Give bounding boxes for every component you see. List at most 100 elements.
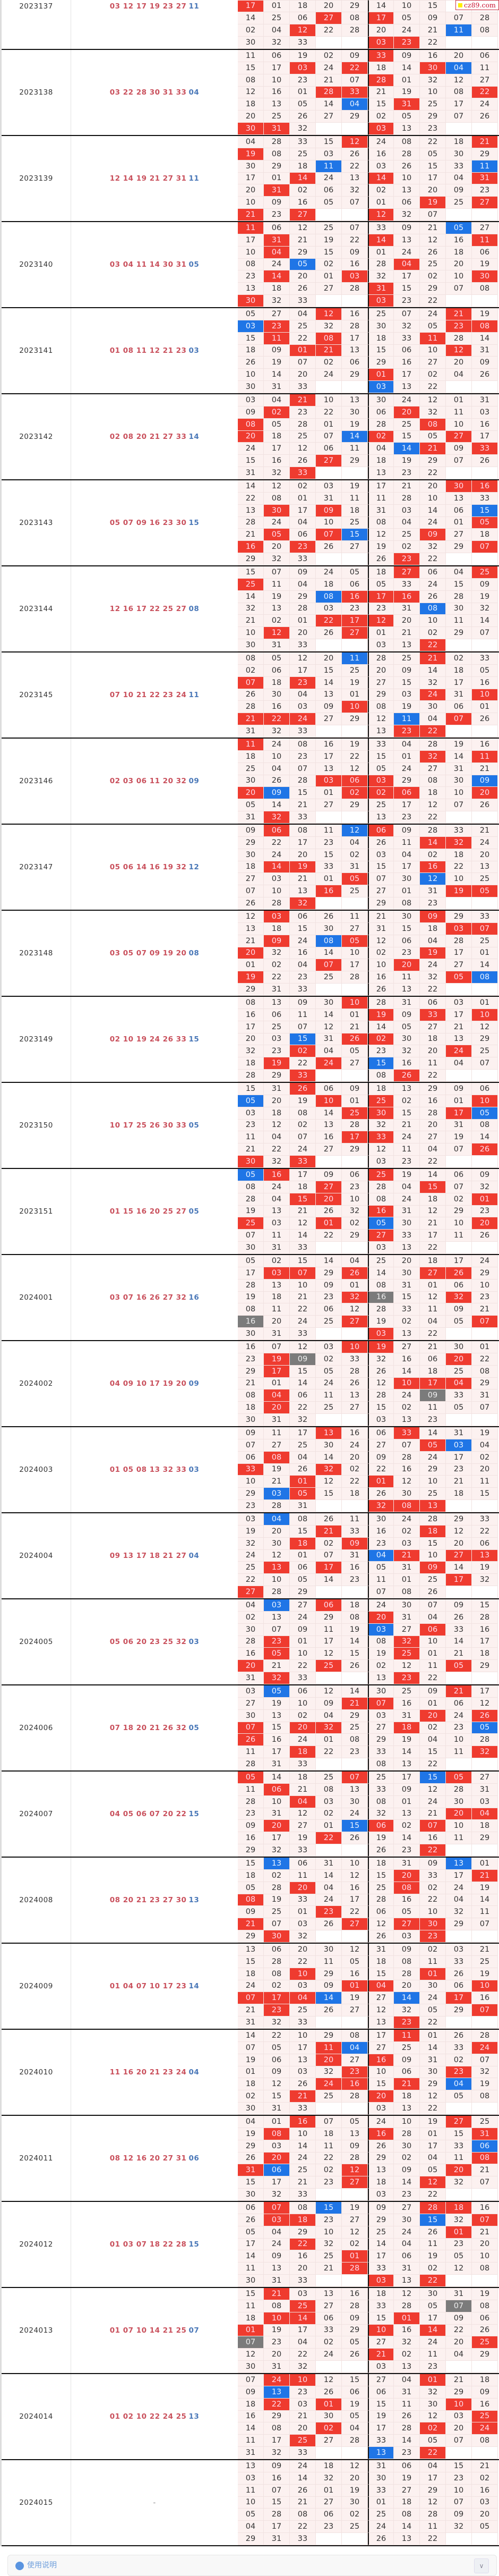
grid-cell: 07 bbox=[264, 2484, 290, 2497]
grid-cell: 06 bbox=[472, 1537, 498, 1550]
blue-ball: 05 bbox=[188, 1724, 200, 1732]
grid-cell: 19 bbox=[472, 1882, 498, 1894]
grid-cell: 32 bbox=[264, 295, 290, 307]
grid-cell: 04 bbox=[446, 566, 472, 579]
grid-cell: 24 bbox=[342, 1439, 368, 1452]
grid-cell-red-hit: 19 bbox=[290, 861, 316, 874]
red-balls: 02 03 06 11 20 32 bbox=[109, 777, 187, 785]
grid-cell: 08 bbox=[472, 1119, 498, 1132]
grid-cell-red-blue-hit: 16 bbox=[238, 1316, 264, 1328]
grid-cell: 04 bbox=[264, 24, 290, 37]
blue-ball: 03 bbox=[188, 346, 200, 355]
grid-cell-red-hit: 25 bbox=[394, 1648, 420, 1660]
grid-cell: 31 bbox=[394, 2386, 420, 2399]
grid-cell-red-hit: 30 bbox=[238, 295, 264, 307]
winning-numbers: 03 07 16 26 27 32 16 bbox=[71, 1255, 238, 1340]
grid-cell: 16 bbox=[290, 2250, 316, 2263]
grid-cell-empty bbox=[316, 2016, 342, 2029]
grid-cell-red-hit: 26 bbox=[342, 1033, 368, 1046]
grid-cell-red-hit: 03 bbox=[368, 123, 394, 135]
usage-instructions-panel[interactable]: 使用说明 ∨ bbox=[7, 2555, 497, 2576]
grid-cell: 14 bbox=[472, 615, 498, 628]
grid-cell-red-hit: 08 bbox=[238, 418, 264, 431]
grid-cell: 10 bbox=[446, 418, 472, 431]
grid-cell-red-hit: 32 bbox=[316, 1722, 342, 1734]
grid-cell: 17 bbox=[368, 2030, 394, 2042]
grid-cell: 28 bbox=[264, 2509, 290, 2521]
grid-cell-red-hit: 33 bbox=[472, 443, 498, 455]
grid-cell: 33 bbox=[342, 1525, 368, 1538]
grid-cell-red-hit: 31 bbox=[264, 234, 290, 247]
grid-cell: 26 bbox=[420, 2226, 446, 2239]
grid-cell: 31 bbox=[446, 1427, 472, 1439]
grid-cell: 27 bbox=[342, 1057, 368, 1070]
grid-cell: 04 bbox=[342, 2422, 368, 2435]
grid-cell-red-hit: 03 bbox=[290, 62, 316, 74]
grid-cell: 02 bbox=[342, 849, 368, 861]
grid-cell-empty bbox=[316, 2447, 342, 2459]
grid-cell-empty bbox=[446, 2189, 472, 2201]
grid-cell: 18 bbox=[238, 1402, 264, 1414]
grid-cell: 03 bbox=[472, 1795, 498, 1808]
grid-cell: 20 bbox=[420, 184, 446, 197]
grid-cell-red-hit: 17 bbox=[342, 1131, 368, 1144]
grid-cell: 13 bbox=[446, 492, 472, 505]
grid-cell: 30 bbox=[238, 639, 264, 651]
grid-cell: 01 bbox=[342, 689, 368, 701]
grid-cell-red-hit: 23 bbox=[264, 2004, 290, 2017]
grid-cell: 14 bbox=[394, 2435, 420, 2447]
grid-cell: 05 bbox=[238, 1882, 264, 1894]
period-number: 2023145 bbox=[2, 653, 71, 738]
grid-cell: 09 bbox=[316, 1980, 342, 1993]
grid-cell-red-hit: 31 bbox=[394, 98, 420, 111]
grid-cell: 33 bbox=[290, 1328, 316, 1340]
grid-cell: 04 bbox=[394, 739, 420, 751]
grid-cell: 32 bbox=[394, 209, 420, 221]
grid-cell: 14 bbox=[368, 1267, 394, 1279]
grid-cell: 15 bbox=[368, 1402, 394, 1414]
grid-cell: 19 bbox=[420, 2250, 446, 2263]
grid-cell: 04 bbox=[446, 2349, 472, 2361]
grid-cell: 15 bbox=[446, 2460, 472, 2472]
grid-cell-red-hit: 04 bbox=[264, 246, 290, 259]
grid-cell-red-hit: 24 bbox=[420, 689, 446, 701]
grid-cell-red-hit: 07 bbox=[238, 1992, 264, 2005]
grid-cell: 24 bbox=[420, 1795, 446, 1808]
number-grid: 13 06 20 30 12 31 09 02 03 21 15 28 22 11 05 18 08 11 33 25… bbox=[238, 1944, 499, 2029]
grid-cell: 06 bbox=[264, 222, 290, 234]
grid-cell: 28 bbox=[342, 1119, 368, 1132]
grid-cell-empty bbox=[316, 37, 342, 49]
winning-numbers: 02 03 06 11 20 32 09 bbox=[71, 739, 238, 824]
grid-cell: 23 bbox=[290, 2386, 316, 2399]
grid-cell-red-hit: 17 bbox=[264, 1365, 290, 1378]
grid-cell: 14 bbox=[238, 480, 264, 493]
grid-cell-blue-hit: 15 bbox=[368, 1057, 394, 1070]
grid-cell: 33 bbox=[394, 332, 420, 345]
grid-cell: 11 bbox=[472, 62, 498, 74]
grid-cell: 09 bbox=[342, 1083, 368, 1095]
grid-cell: 27 bbox=[420, 357, 446, 369]
period-block: 2023143 05 07 09 16 23 30 15 14 12 02 03 19 17 21… bbox=[2, 480, 499, 566]
grid-cell: 16 bbox=[472, 739, 498, 751]
grid-cell: 23 bbox=[472, 1291, 498, 1304]
grid-cell: 31 bbox=[264, 1083, 290, 1095]
grid-cell: 08 bbox=[472, 283, 498, 295]
grid-cell: 26 bbox=[368, 1365, 394, 1378]
period-number: 2023144 bbox=[2, 566, 71, 651]
grid-cell: 28 bbox=[342, 971, 368, 984]
grid-cell: 30 bbox=[238, 1328, 264, 1340]
grid-cell: 10 bbox=[420, 615, 446, 628]
grid-cell: 09 bbox=[472, 578, 498, 591]
grid-cell: 10 bbox=[238, 246, 264, 259]
grid-cell: 24 bbox=[394, 1131, 420, 1144]
grid-cell-red-hit: 23 bbox=[264, 1636, 290, 1648]
grid-cell-red-hit: 25 bbox=[368, 1169, 394, 1181]
grid-cell: 10 bbox=[394, 2116, 420, 2128]
chevron-down-icon[interactable]: ∨ bbox=[474, 2558, 489, 2573]
grid-cell: 23 bbox=[342, 1181, 368, 1193]
grid-cell: 24 bbox=[472, 836, 498, 849]
grid-cell: 14 bbox=[290, 2472, 316, 2485]
grid-cell: 25 bbox=[472, 935, 498, 947]
number-grid: 03 04 21 10 13 30 24 12 01 31 09 02 23 22 30 06 20 32 11 03… bbox=[238, 394, 499, 479]
grid-cell-red-hit: 10 bbox=[342, 997, 368, 1009]
